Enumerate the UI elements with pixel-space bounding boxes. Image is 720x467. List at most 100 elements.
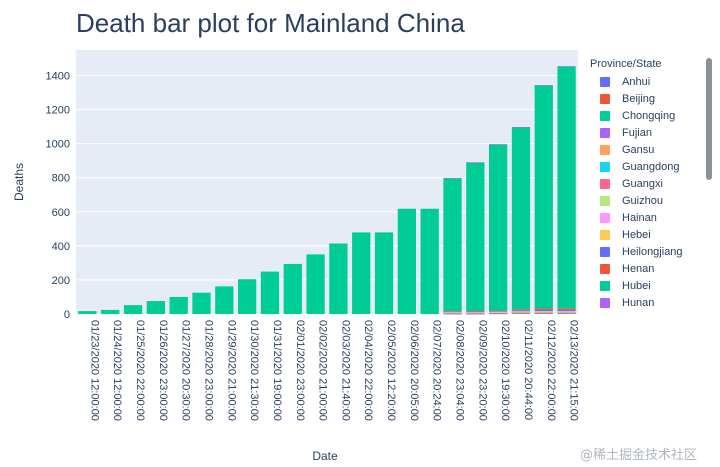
bar-heilongjiang[interactable] bbox=[489, 311, 508, 312]
bar-henan[interactable] bbox=[443, 311, 462, 312]
legend-item-henan[interactable]: Henan bbox=[590, 260, 712, 277]
legend-item-heilongjiang[interactable]: Heilongjiang bbox=[590, 243, 712, 260]
bar-hainan[interactable] bbox=[557, 311, 576, 313]
bar-gansu[interactable] bbox=[557, 312, 576, 314]
legend-item-fujian[interactable]: Fujian bbox=[590, 124, 712, 141]
x-tick-label: 02/03/2020 21:40:00 bbox=[339, 320, 351, 421]
bar-heilongjiang[interactable] bbox=[511, 310, 531, 312]
legend-item-hainan[interactable]: Hainan bbox=[590, 209, 712, 226]
bar-gansu[interactable] bbox=[534, 312, 553, 314]
bar-gansu[interactable] bbox=[511, 312, 531, 314]
legend-label: Hainan bbox=[622, 211, 657, 224]
legend-item-hebei[interactable]: Hebei bbox=[590, 226, 712, 243]
bar-hubei[interactable] bbox=[260, 271, 280, 314]
bar-hubei[interactable] bbox=[489, 144, 508, 311]
x-tick-label: 02/13/2020 21:15:00 bbox=[568, 320, 580, 421]
bar-henan[interactable] bbox=[534, 308, 553, 310]
bar-heilongjiang[interactable] bbox=[534, 309, 553, 312]
bar-hunan[interactable] bbox=[466, 162, 485, 163]
y-axis-label: Deaths bbox=[12, 163, 26, 201]
bar-guizhou[interactable] bbox=[557, 312, 576, 313]
legend-item-guizhou[interactable]: Guizhou bbox=[590, 192, 712, 209]
bar-henan[interactable] bbox=[489, 310, 508, 312]
bar-hainan[interactable] bbox=[511, 311, 531, 313]
bar-hubei[interactable] bbox=[329, 243, 348, 314]
bar-hubei[interactable] bbox=[101, 309, 120, 314]
bar-hubei[interactable] bbox=[511, 127, 531, 310]
chart-title: Death bar plot for Mainland China bbox=[76, 8, 465, 38]
bar-hubei[interactable] bbox=[78, 311, 97, 314]
bar-hebei[interactable] bbox=[534, 311, 553, 312]
legend-label: Henan bbox=[622, 262, 655, 275]
bar-hebei[interactable] bbox=[443, 312, 462, 313]
bar-hubei[interactable] bbox=[374, 232, 394, 314]
x-tick-label: 02/02/2020 21:00:00 bbox=[317, 320, 329, 421]
legend-item-gansu[interactable]: Gansu bbox=[590, 141, 712, 158]
bar-hubei[interactable] bbox=[443, 178, 462, 312]
bar-hunan[interactable] bbox=[443, 177, 462, 179]
legend-label: Anhui bbox=[622, 75, 651, 88]
bar-henan[interactable] bbox=[511, 309, 531, 311]
legend-item-chongqing[interactable]: Chongqing bbox=[590, 107, 712, 124]
x-tick-label: 02/07/2020 20:24:00 bbox=[431, 320, 443, 421]
bar-hubei[interactable] bbox=[534, 85, 553, 309]
x-tick-label: 01/29/2020 21:00:00 bbox=[225, 320, 237, 421]
bar-hubei[interactable] bbox=[352, 232, 371, 314]
legend[interactable]: Province/State Anhui Beijing Chongqing Fuji… bbox=[590, 58, 712, 311]
bar-hubei[interactable] bbox=[146, 301, 165, 314]
bar-hubei[interactable] bbox=[169, 296, 188, 314]
bar-hubei[interactable] bbox=[123, 305, 143, 314]
bar-hebei[interactable] bbox=[511, 311, 531, 312]
bar-hunan[interactable] bbox=[534, 85, 553, 86]
bar-hubei[interactable] bbox=[420, 208, 439, 314]
legend-item-beijing[interactable]: Beijing bbox=[590, 90, 712, 107]
legend-item-guangxi[interactable]: Guangxi bbox=[590, 175, 712, 192]
legend-item-anhui[interactable]: Anhui bbox=[590, 73, 712, 90]
x-tick-label: 01/31/2020 19:00:00 bbox=[271, 320, 283, 421]
bar-heilongjiang[interactable] bbox=[466, 311, 485, 313]
legend-label: Gansu bbox=[622, 143, 655, 156]
x-tick-label: 01/23/2020 12:00:00 bbox=[88, 320, 100, 421]
bar-hubei[interactable] bbox=[215, 286, 234, 314]
bar-hebei[interactable] bbox=[557, 311, 576, 312]
bar-hebei[interactable] bbox=[489, 311, 508, 313]
bar-heilongjiang[interactable] bbox=[557, 309, 576, 312]
legend-item-hubei[interactable]: Hubei bbox=[590, 277, 712, 294]
legend-item-hunan[interactable]: Hunan bbox=[590, 294, 712, 311]
bar-hebei[interactable] bbox=[466, 312, 485, 313]
bar-hainan[interactable] bbox=[466, 312, 485, 313]
y-tick-label: 1400 bbox=[46, 71, 70, 83]
bar-hubei[interactable] bbox=[283, 263, 302, 314]
bar-hunan[interactable] bbox=[511, 126, 531, 128]
bar-hubei[interactable] bbox=[306, 254, 325, 314]
bar-hainan[interactable] bbox=[443, 312, 462, 313]
bar-guizhou[interactable] bbox=[534, 312, 553, 313]
x-tick-label: 02/05/2020 12:20:00 bbox=[385, 320, 397, 421]
legend-scrollbar[interactable] bbox=[706, 58, 712, 180]
bar-hubei[interactable] bbox=[192, 292, 211, 314]
bar-henan[interactable] bbox=[557, 308, 576, 310]
bar-hubei[interactable] bbox=[466, 162, 485, 311]
bar-series[interactable] bbox=[78, 66, 576, 315]
x-tick-label: 01/27/2020 20:30:00 bbox=[180, 320, 192, 421]
bar-hunan[interactable] bbox=[489, 144, 508, 145]
bar-henan[interactable] bbox=[466, 310, 485, 312]
bar-hubei[interactable] bbox=[238, 279, 257, 314]
bar-hubei[interactable] bbox=[557, 66, 576, 309]
y-tick-label: 200 bbox=[52, 275, 70, 287]
bar-hubei[interactable] bbox=[397, 208, 416, 314]
bar-guizhou[interactable] bbox=[489, 312, 508, 313]
watermark: @稀土掘金技术社区 bbox=[580, 448, 698, 463]
legend-label: Hebei bbox=[622, 228, 651, 241]
bar-guizhou[interactable] bbox=[511, 312, 531, 313]
x-tick-label: 02/11/2020 20:44:00 bbox=[522, 320, 534, 420]
bar-hunan[interactable] bbox=[557, 66, 576, 67]
bar-hainan[interactable] bbox=[534, 311, 553, 313]
bar-heilongjiang[interactable] bbox=[443, 311, 462, 313]
y-tick-label: 1000 bbox=[46, 139, 70, 151]
bar-hainan[interactable] bbox=[489, 312, 508, 313]
legend-swatch bbox=[600, 93, 610, 104]
legend-item-guangdong[interactable]: Guangdong bbox=[590, 158, 712, 175]
